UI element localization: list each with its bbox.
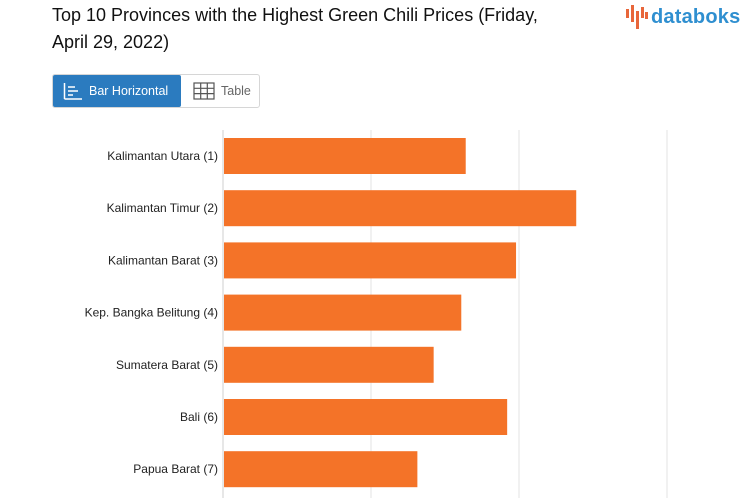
bar[interactable] xyxy=(224,294,462,331)
category-label: Kalimantan Barat (3) xyxy=(108,253,218,267)
category-label: Sumatera Barat (5) xyxy=(116,358,218,372)
bar[interactable] xyxy=(224,138,466,174)
chart-title: Top 10 Provinces with the Highest Green … xyxy=(52,5,538,52)
bar[interactable] xyxy=(224,190,577,227)
category-label: Kep. Bangka Belitung (4) xyxy=(85,306,218,320)
table-label: Table xyxy=(221,84,251,98)
table-button[interactable]: Table xyxy=(181,75,251,107)
category-labels: Kalimantan Utara (1) Kalimantan Timur (2)… xyxy=(85,149,218,476)
bar[interactable] xyxy=(224,242,517,279)
category-label: Bali (6) xyxy=(180,410,218,424)
category-label: Papua Barat (7) xyxy=(133,462,218,476)
bars xyxy=(224,138,577,488)
bar-horizontal-icon xyxy=(63,83,82,100)
databoks-logo[interactable]: databoks xyxy=(626,4,740,30)
bar[interactable] xyxy=(224,451,418,488)
table-icon xyxy=(193,82,215,100)
databoks-logo-icon xyxy=(626,5,648,29)
view-toggle: Bar Horizontal Table xyxy=(52,74,260,108)
databoks-logo-text: databoks xyxy=(651,5,741,28)
bar-horizontal-label: Bar Horizontal xyxy=(89,84,169,98)
bar[interactable] xyxy=(224,346,434,383)
category-label: Kalimantan Utara (1) xyxy=(107,149,218,163)
bar[interactable] xyxy=(224,399,508,435)
bar-horizontal-button[interactable]: Bar Horizontal xyxy=(53,75,181,107)
category-label: Kalimantan Timur (2) xyxy=(107,201,218,215)
